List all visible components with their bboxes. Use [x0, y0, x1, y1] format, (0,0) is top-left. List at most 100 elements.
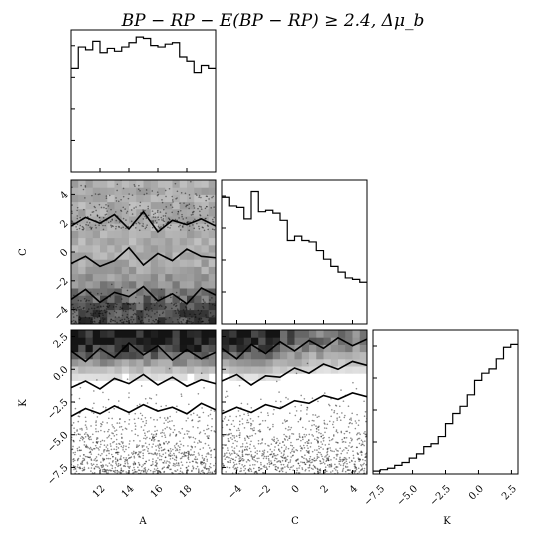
- scatter-point: [333, 467, 336, 470]
- scatter-point: [81, 463, 84, 466]
- x-tick-label-K: 0.0: [467, 483, 486, 502]
- scatter-point: [95, 460, 97, 462]
- scatter-point: [111, 218, 114, 220]
- scatter-point: [346, 430, 349, 433]
- scatter-point: [155, 464, 157, 467]
- scatter-point: [185, 419, 188, 422]
- scatter-point: [310, 428, 312, 431]
- density-cell: [309, 358, 317, 367]
- scatter-point: [286, 458, 288, 461]
- density-cell: [165, 194, 173, 203]
- scatter-point: [165, 440, 167, 443]
- density-cell: [330, 358, 339, 367]
- scatter-point: [213, 206, 215, 208]
- density-cell: [187, 351, 195, 360]
- scatter-point: [167, 417, 169, 420]
- scatter-point: [146, 313, 148, 316]
- scatter-point: [115, 305, 117, 308]
- scatter-point: [120, 469, 122, 472]
- scatter-point: [231, 449, 234, 452]
- scatter-point: [316, 455, 319, 458]
- histogram-C-panel: [221, 179, 368, 325]
- scatter-K-vs-A-panel: 12 14 16 18−7.5−5.0−2.50.02.5: [46, 329, 217, 500]
- hist-bar-K: [395, 465, 402, 474]
- scatter-point: [249, 435, 251, 438]
- scatter-point: [146, 470, 149, 472]
- scatter-point: [234, 439, 236, 442]
- scatter-point: [139, 440, 141, 442]
- scatter-point: [320, 446, 322, 449]
- scatter-point: [106, 465, 109, 467]
- scatter-point: [134, 462, 136, 464]
- scatter-point: [185, 461, 188, 464]
- density-cell: [85, 223, 94, 231]
- scatter-point: [176, 469, 179, 471]
- scatter-point: [233, 463, 236, 466]
- scatter-point: [130, 307, 132, 310]
- scatter-point: [283, 449, 286, 452]
- scatter-point: [235, 463, 238, 465]
- scatter-point: [161, 199, 163, 201]
- hist-bar-C: [309, 242, 316, 324]
- scatter-point: [275, 442, 277, 444]
- scatter-point: [93, 447, 96, 450]
- scatter-point: [102, 305, 105, 308]
- density-cell: [78, 366, 86, 374]
- scatter-point: [76, 459, 79, 462]
- scatter-point: [307, 467, 310, 469]
- density-cell: [265, 330, 274, 338]
- scatter-point: [286, 439, 289, 441]
- scatter-point: [178, 310, 180, 313]
- scatter-point: [85, 223, 87, 226]
- density-cell: [114, 194, 123, 203]
- density-cell: [172, 337, 181, 345]
- scatter-point: [185, 308, 188, 311]
- density-cell: [222, 337, 230, 345]
- scatter-point: [152, 434, 155, 436]
- density-cell: [194, 280, 202, 289]
- scatter-point: [178, 451, 180, 454]
- density-cell: [251, 373, 259, 381]
- scatter-point: [358, 458, 361, 460]
- density-cell: [165, 316, 173, 324]
- scatter-point: [335, 405, 338, 407]
- density-cell: [143, 244, 152, 253]
- scatter-point: [171, 206, 174, 209]
- scatter-point: [112, 460, 114, 462]
- scatter-point: [265, 457, 268, 460]
- density-cell: [179, 201, 188, 210]
- scatter-point: [283, 453, 285, 455]
- scatter-point: [306, 451, 309, 454]
- scatter-point: [142, 464, 144, 466]
- scatter-point: [282, 463, 285, 466]
- scatter-point: [198, 439, 201, 442]
- density-cell: [172, 252, 181, 260]
- scatter-point: [313, 438, 316, 441]
- density-cell: [359, 351, 367, 360]
- density-cell: [136, 180, 144, 188]
- scatter-point: [109, 320, 112, 322]
- scatter-point: [361, 441, 364, 443]
- scatter-point: [191, 465, 194, 467]
- scatter-point: [290, 426, 293, 429]
- density-cell: [71, 337, 79, 345]
- scatter-point: [96, 463, 98, 466]
- scatter-point: [233, 452, 236, 454]
- scatter-point: [301, 467, 303, 469]
- scatter-point: [319, 469, 321, 471]
- density-cell: [78, 316, 86, 324]
- scatter-point: [72, 439, 75, 442]
- scatter-point: [168, 420, 171, 423]
- scatter-point: [284, 435, 287, 437]
- scatter-point: [254, 454, 257, 457]
- scatter-point: [246, 436, 249, 438]
- scatter-point: [277, 449, 280, 451]
- scatter-point: [241, 418, 244, 420]
- scatter-point: [120, 298, 123, 300]
- scatter-point: [336, 470, 339, 472]
- scatter-point: [241, 457, 244, 460]
- scatter-point: [269, 453, 271, 456]
- density-cell: [78, 373, 86, 381]
- scatter-point: [105, 197, 108, 199]
- scatter-point: [227, 438, 230, 440]
